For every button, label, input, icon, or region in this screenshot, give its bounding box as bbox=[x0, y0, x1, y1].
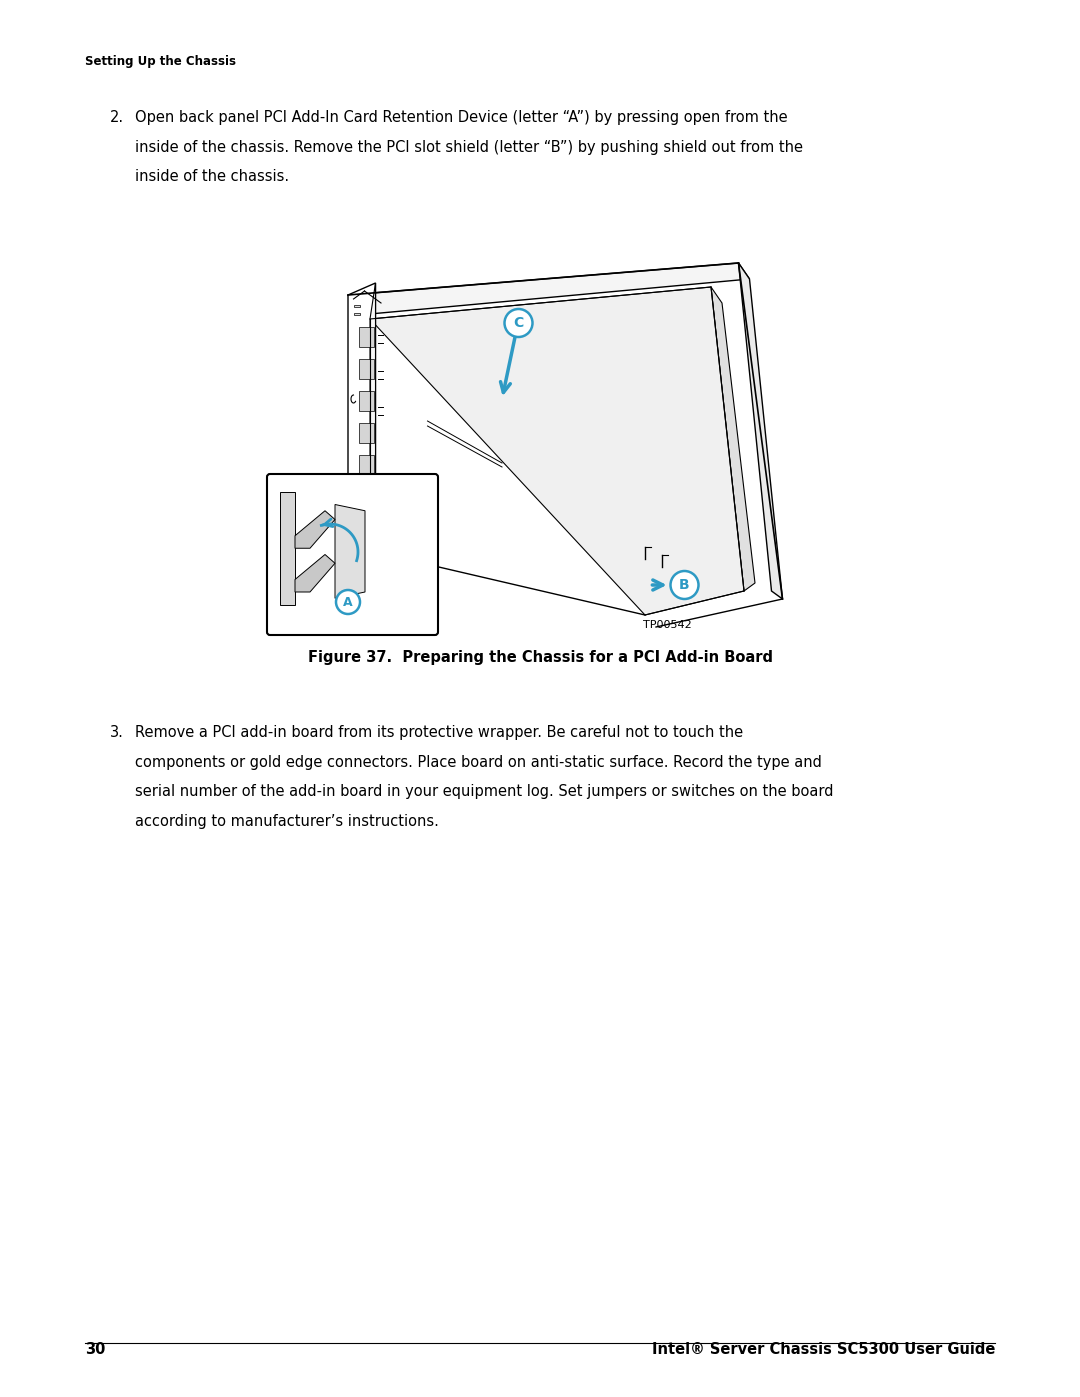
Text: serial number of the add-in board in your equipment log. Set jumpers or switches: serial number of the add-in board in you… bbox=[135, 784, 834, 799]
Bar bbox=[353, 313, 360, 314]
Circle shape bbox=[336, 590, 360, 615]
Polygon shape bbox=[348, 284, 376, 539]
Text: Figure 37.  Preparing the Chassis for a PCI Add-in Board: Figure 37. Preparing the Chassis for a P… bbox=[308, 650, 772, 665]
Text: inside of the chassis. Remove the PCI slot shield (letter “B”) by pushing shield: inside of the chassis. Remove the PCI sl… bbox=[135, 140, 804, 155]
Polygon shape bbox=[739, 263, 783, 599]
Text: 2.: 2. bbox=[110, 110, 124, 124]
Text: 30: 30 bbox=[85, 1341, 106, 1356]
Text: TP00542: TP00542 bbox=[643, 620, 691, 630]
Polygon shape bbox=[359, 359, 375, 379]
Text: C: C bbox=[513, 316, 524, 330]
Polygon shape bbox=[711, 286, 755, 591]
Polygon shape bbox=[335, 504, 365, 598]
Polygon shape bbox=[370, 284, 376, 550]
Text: Intel® Server Chassis SC5300 User Guide: Intel® Server Chassis SC5300 User Guide bbox=[651, 1341, 995, 1356]
Circle shape bbox=[504, 309, 532, 337]
Text: B: B bbox=[679, 578, 690, 592]
Text: inside of the chassis.: inside of the chassis. bbox=[135, 169, 289, 184]
Polygon shape bbox=[359, 327, 375, 346]
Text: 3.: 3. bbox=[110, 725, 124, 740]
Polygon shape bbox=[359, 455, 375, 475]
Polygon shape bbox=[370, 286, 744, 615]
Polygon shape bbox=[295, 511, 335, 548]
Polygon shape bbox=[280, 492, 295, 605]
FancyBboxPatch shape bbox=[267, 474, 438, 636]
Polygon shape bbox=[295, 555, 335, 592]
Polygon shape bbox=[348, 263, 750, 314]
Polygon shape bbox=[359, 423, 375, 443]
Text: Remove a PCI add-in board from its protective wrapper. Be careful not to touch t: Remove a PCI add-in board from its prote… bbox=[135, 725, 743, 740]
Text: Setting Up the Chassis: Setting Up the Chassis bbox=[85, 54, 237, 68]
Bar bbox=[353, 305, 360, 307]
Text: Open back panel PCI Add-In Card Retention Device (letter “A”) by pressing open f: Open back panel PCI Add-In Card Retentio… bbox=[135, 110, 787, 124]
Text: according to manufacturer’s instructions.: according to manufacturer’s instructions… bbox=[135, 814, 438, 828]
Polygon shape bbox=[359, 391, 375, 411]
Text: A: A bbox=[343, 595, 353, 609]
Text: components or gold edge connectors. Place board on anti-static surface. Record t: components or gold edge connectors. Plac… bbox=[135, 754, 822, 770]
Circle shape bbox=[671, 571, 699, 599]
